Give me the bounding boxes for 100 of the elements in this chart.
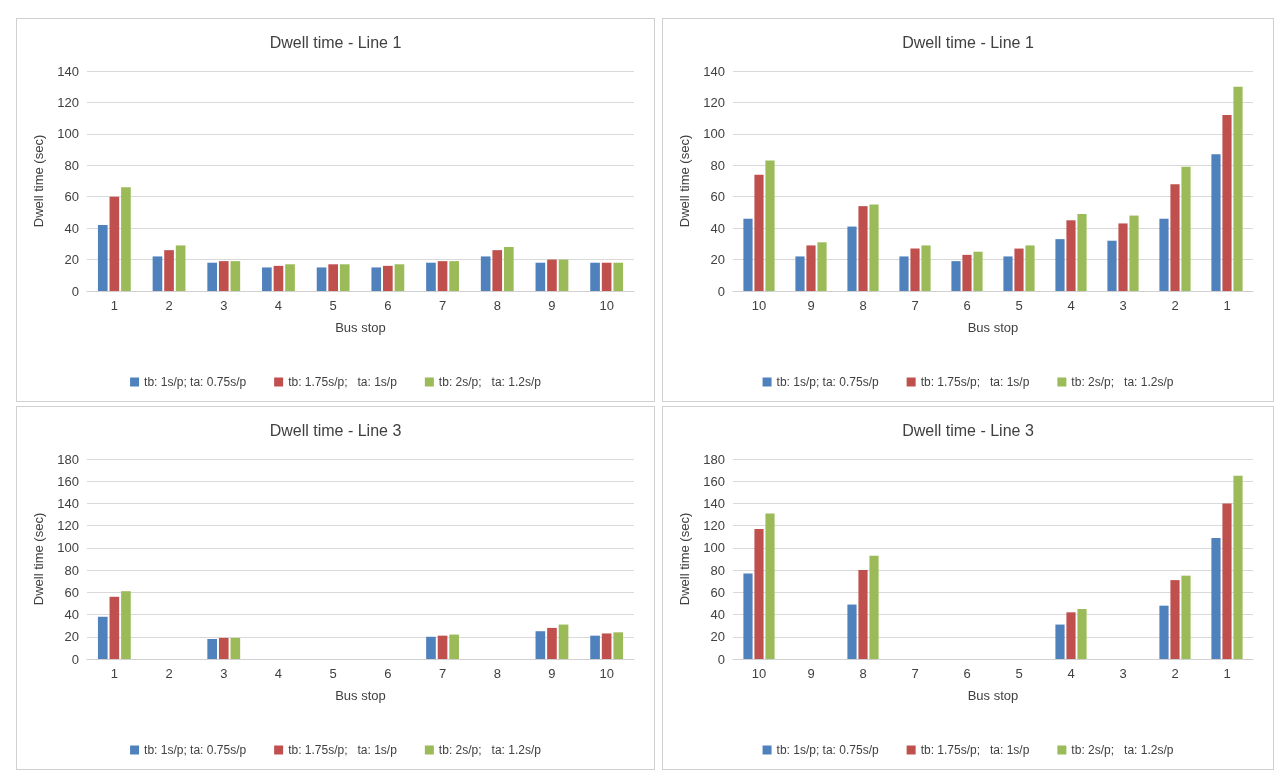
x-tick-label: 2 <box>1171 298 1179 313</box>
x-tick-label: 7 <box>438 298 447 313</box>
bar <box>590 635 600 659</box>
y-tick-label: 120 <box>703 518 725 534</box>
legend-label: tb: 1.75s/p; ta: 1s/p <box>920 375 1030 389</box>
x-tick-label: 6 <box>963 298 971 313</box>
bar <box>601 633 612 659</box>
bar <box>869 555 879 659</box>
x-tick-label: 1 <box>110 298 118 313</box>
y-axis-title: Dwell time (sec) <box>677 134 692 228</box>
bar <box>1233 475 1243 659</box>
bar <box>558 259 569 291</box>
bar <box>765 513 775 659</box>
bar <box>1233 86 1243 291</box>
x-tick-label: 3 <box>220 298 228 313</box>
x-tick-label: 8 <box>493 666 501 681</box>
x-tick-label: 9 <box>548 666 556 681</box>
legend-label: tb: 1s/p; ta: 0.75s/p <box>144 375 247 389</box>
y-tick-label: 60 <box>710 584 725 600</box>
x-tick-label: 8 <box>493 298 501 313</box>
bar <box>847 226 857 291</box>
chart-title: Dwell time - Line 3 <box>269 421 402 439</box>
y-tick-label: 120 <box>57 94 79 110</box>
bar <box>1077 609 1087 659</box>
bar <box>795 256 805 291</box>
y-tick-label: 140 <box>57 63 79 79</box>
y-tick-label: 100 <box>703 540 725 556</box>
x-tick-label: 3 <box>220 666 228 681</box>
bar <box>480 256 491 291</box>
bar <box>1159 218 1169 291</box>
bar <box>449 634 459 659</box>
bar <box>504 247 514 291</box>
bar <box>754 529 764 659</box>
bar <box>121 591 131 659</box>
x-tick-label: 4 <box>1067 666 1075 681</box>
bar <box>383 265 393 291</box>
y-tick-label: 80 <box>710 562 725 578</box>
x-tick-label: 10 <box>751 666 767 681</box>
bar <box>1181 575 1191 659</box>
x-tick-label: 2 <box>165 298 173 313</box>
bar <box>1055 624 1065 659</box>
legend-label: tb: 2s/p; ta: 1.2s/p <box>438 743 542 757</box>
y-tick-label: 40 <box>64 607 79 623</box>
legend-label: tb: 1s/p; ta: 0.75s/p <box>144 743 247 757</box>
y-tick-label: 180 <box>703 451 725 467</box>
bar <box>1159 605 1169 659</box>
y-tick-label: 140 <box>703 495 725 511</box>
y-axis-title: Dwell time (sec) <box>677 512 692 606</box>
legend-label: tb: 1s/p; ta: 0.75s/p <box>776 743 879 757</box>
bar <box>973 251 983 291</box>
x-tick-label: 4 <box>1067 298 1075 313</box>
bar <box>899 256 909 291</box>
bar <box>535 631 546 659</box>
y-tick-label: 0 <box>71 283 79 299</box>
x-tick-label: 7 <box>438 666 447 681</box>
x-tick-label: 7 <box>911 666 919 681</box>
bar <box>285 264 295 291</box>
x-tick-label: 3 <box>1119 298 1127 313</box>
bar <box>97 616 108 659</box>
bar <box>858 206 868 291</box>
bar <box>437 635 448 659</box>
bar <box>218 637 229 659</box>
bar <box>1170 184 1180 291</box>
x-axis-title: Bus stop <box>967 320 1019 335</box>
legend-label: tb: 1s/p; ta: 0.75s/p <box>776 375 879 389</box>
bar <box>218 261 229 291</box>
bar <box>535 262 546 291</box>
legend-label: tb: 1.75s/p; ta: 1s/p <box>288 743 398 757</box>
y-tick-label: 40 <box>64 220 79 236</box>
bar <box>869 204 879 291</box>
bar <box>97 225 108 291</box>
bar <box>547 627 557 659</box>
bar <box>613 262 624 291</box>
bar <box>1066 220 1076 291</box>
x-axis-title: Bus stop <box>967 688 1019 703</box>
x-tick-label: 8 <box>859 298 867 313</box>
bar <box>951 261 961 291</box>
x-tick-label: 7 <box>911 298 919 313</box>
bar <box>207 262 217 291</box>
bar <box>1055 239 1065 291</box>
bar <box>601 262 612 291</box>
y-axis-title: Dwell time (sec) <box>31 512 46 606</box>
bar <box>910 248 920 291</box>
bar <box>394 264 405 291</box>
x-tick-label: 9 <box>807 666 815 681</box>
legend-label: tb: 2s/p; ta: 1.2s/p <box>1071 743 1174 757</box>
y-tick-label: 60 <box>710 189 725 205</box>
x-tick-label: 2 <box>165 666 173 681</box>
x-tick-label: 1 <box>110 666 118 681</box>
bar <box>1077 214 1087 291</box>
bar <box>754 174 764 291</box>
y-tick-label: 160 <box>703 473 725 489</box>
bar <box>590 262 600 291</box>
y-tick-label: 60 <box>64 189 79 205</box>
bar <box>1181 166 1191 291</box>
bar <box>121 187 131 291</box>
x-tick-label: 9 <box>548 298 556 313</box>
bar <box>743 573 753 659</box>
y-tick-label: 140 <box>703 63 725 79</box>
bar <box>207 639 217 659</box>
